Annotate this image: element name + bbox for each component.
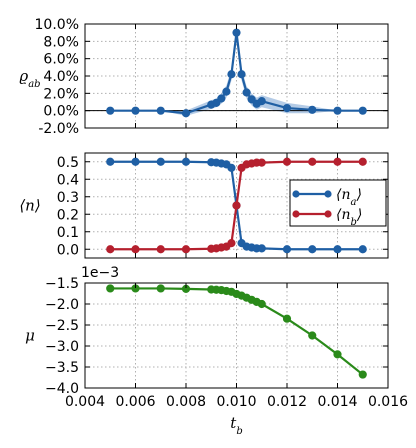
y-tick-label: −2.0 [45, 297, 79, 313]
panel-2: 0.00.1 0.20.3 0.40.5 ⟨n⟩ ⟨na⟩⟨nb⟩ [19, 152, 389, 259]
data-point [282, 314, 292, 323]
data-point [308, 105, 317, 114]
x-axis-label: tb [230, 414, 242, 437]
data-point [257, 97, 266, 106]
data-point [106, 245, 115, 254]
data-point [156, 157, 165, 166]
x-tick-label: 0.014 [317, 394, 357, 410]
data-point [232, 28, 241, 37]
panel-3: −4.0 −3.5 −3.0 −2.5 −2.0 −1.5 μ 1e−3 0.004 0.006 0… [25, 265, 408, 437]
x-tick-label: 0.008 [166, 394, 206, 410]
y-tick-label: −4.0 [45, 381, 79, 397]
y-axis-label: ϱab [19, 67, 40, 90]
data-point [257, 244, 266, 253]
y-axis-label: μ [25, 327, 35, 345]
panel-1: -2.0%0.0% 2.0%4.0%6.0% 8.0%10.0% ϱab [19, 17, 389, 137]
data-point [106, 106, 115, 115]
data-point [333, 350, 342, 359]
legend-box [289, 179, 387, 227]
y-tick-label: 2.0% [43, 86, 79, 102]
data-point [257, 158, 266, 167]
data-point [333, 106, 342, 115]
data-point [237, 70, 246, 79]
x-tick-label: 0.016 [368, 394, 408, 410]
data-point [242, 88, 251, 97]
data-point [308, 157, 317, 166]
data-point [181, 109, 191, 118]
data-point [227, 163, 236, 172]
legend-marker [324, 210, 332, 218]
y-tick-label: 8.0% [43, 34, 79, 50]
data-point [247, 95, 256, 104]
y-tick-label: 10.0% [35, 17, 79, 33]
data-point [232, 201, 241, 210]
data-point [358, 245, 367, 254]
data-point [156, 284, 165, 293]
y-tick-label: 6.0% [43, 52, 79, 68]
legend-marker [292, 190, 300, 198]
y-tick-label: −1.5 [45, 276, 79, 292]
x-tick-label: 0.012 [267, 394, 307, 410]
data-point [106, 157, 115, 166]
data-point [358, 106, 367, 115]
data-point [181, 245, 191, 254]
data-point [282, 157, 292, 166]
data-point [282, 245, 292, 254]
y-tick-label: −3.0 [45, 339, 79, 355]
data-point [222, 87, 231, 96]
data-point [156, 245, 165, 254]
legend-marker [292, 210, 300, 218]
data-point [282, 103, 292, 113]
y-tick-label: 0.3 [57, 190, 79, 206]
data-point [333, 157, 342, 166]
legend-marker [324, 190, 332, 198]
y-tick-label: 0.5 [57, 155, 79, 171]
axis-offset-label: 1e−3 [81, 265, 119, 281]
legend: ⟨na⟩⟨nb⟩ [289, 179, 387, 228]
y-tick-label: 0.0% [43, 104, 79, 120]
x-tick-label: 0.010 [216, 394, 256, 410]
data-point [257, 299, 266, 309]
data-point [227, 70, 236, 79]
data-point [131, 245, 140, 254]
data-point [106, 284, 115, 293]
x-tick-label: 0.006 [115, 394, 155, 410]
data-point [131, 157, 140, 166]
y-tick-label: -2.0% [38, 121, 79, 137]
data-point [308, 245, 317, 254]
y-axis-label: ⟨n⟩ [19, 197, 40, 215]
y-tick-label: 0.0 [57, 242, 79, 258]
data-point [308, 331, 317, 340]
y-tick-label: 0.1 [57, 225, 79, 241]
y-tick-label: −2.5 [45, 318, 79, 334]
x-tick-label: 0.004 [65, 394, 105, 410]
data-point [181, 157, 191, 166]
data-point [131, 106, 140, 115]
data-point [358, 157, 367, 166]
data-point [156, 106, 165, 115]
data-point [333, 245, 342, 254]
y-tick-label: 0.4 [57, 172, 79, 188]
data-point [358, 370, 367, 379]
data-point [227, 239, 236, 248]
y-tick-label: −3.5 [45, 360, 79, 376]
data-point [212, 98, 221, 107]
y-tick-label: 0.2 [57, 207, 79, 223]
data-point [217, 94, 226, 103]
y-tick-label: 4.0% [43, 69, 79, 85]
